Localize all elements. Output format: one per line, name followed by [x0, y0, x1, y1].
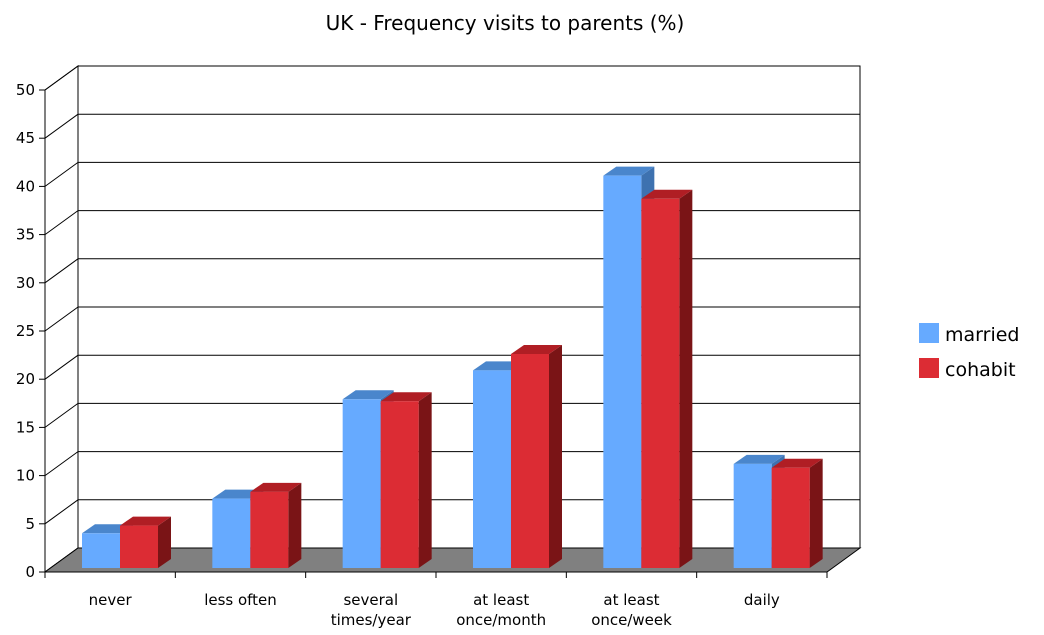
bar-front [212, 498, 251, 568]
bar-cohabit [511, 344, 562, 568]
bar-top [641, 189, 693, 199]
bar-cohabit [641, 189, 693, 568]
bar-cohabit [120, 516, 171, 568]
x-tick-label: at least [603, 591, 659, 609]
bar-front [82, 533, 120, 568]
bar-side [418, 392, 432, 568]
gridline-diagonal [44, 210, 79, 236]
gridline-diagonal [44, 161, 79, 187]
bar-top [380, 392, 432, 402]
y-tick-label: 30 [16, 274, 35, 292]
gridline-diagonal [44, 65, 79, 91]
x-tick-label: never [89, 591, 133, 609]
bar-side [158, 516, 171, 568]
y-tick-label: 50 [16, 81, 35, 99]
y-tick-label: 40 [16, 177, 35, 195]
gridline-diagonal [44, 306, 79, 332]
x-tick-label: at least [473, 591, 529, 609]
bar-front [342, 399, 381, 568]
chart-title: UK - Frequency visits to parents (%) [326, 11, 685, 35]
bar-top [250, 482, 302, 492]
bar-side [288, 482, 302, 568]
bar-side [549, 344, 562, 568]
y-tick-label: 10 [16, 467, 35, 485]
y-tick-label: 15 [16, 418, 35, 436]
bar-cohabit [250, 482, 302, 568]
bar-front [771, 467, 810, 568]
bar-side [679, 189, 693, 568]
bar-front [733, 463, 772, 568]
y-tick-label: 45 [16, 129, 35, 147]
bar-top [342, 390, 394, 400]
gridline-diagonal [44, 451, 79, 477]
bar-side [809, 458, 823, 568]
y-tick-label: 25 [16, 322, 35, 340]
x-tick-label: times/year [331, 611, 412, 629]
gridline-diagonal [44, 258, 79, 284]
gridline-diagonal [44, 113, 79, 139]
y-tick-label: 0 [25, 563, 35, 581]
legend: married cohabit [919, 323, 1019, 381]
bar-top [511, 344, 562, 354]
y-tick-label: 20 [16, 370, 35, 388]
x-tick-label: daily [744, 591, 780, 609]
legend-swatch-cohabit [919, 358, 939, 378]
bar-front [250, 491, 289, 568]
bar-cohabit [771, 458, 823, 568]
y-axis-labels: 0 5 10 15 20 25 30 35 40 45 50 [16, 81, 45, 581]
legend-label-cohabit: cohabit [945, 359, 1016, 381]
gridline-diagonal [44, 354, 79, 380]
bar-front [603, 175, 642, 569]
bar-front [511, 353, 549, 568]
x-axis-labels: never less often several times/year at least… [44, 572, 828, 629]
x-tick-label: several [343, 591, 398, 609]
bar-top [733, 454, 785, 464]
bar-front [380, 401, 419, 568]
bar-top [120, 516, 171, 526]
legend-label-married: married [945, 324, 1019, 346]
y-tick-label: 5 [25, 515, 35, 533]
x-tick-label: once/week [591, 611, 672, 629]
bar-front [473, 370, 511, 568]
bar-front [641, 198, 680, 568]
x-tick-label: less often [204, 591, 277, 609]
y-tick-label: 35 [16, 226, 35, 244]
bars [82, 166, 823, 569]
bar-top [771, 458, 823, 468]
x-tick-label: once/month [456, 611, 546, 629]
legend-swatch-married [919, 323, 939, 343]
gridline-diagonal [44, 499, 79, 525]
gridline-diagonal [44, 402, 79, 428]
bar-cohabit [380, 392, 432, 568]
bar-front [120, 525, 158, 568]
bar-top [603, 166, 655, 176]
